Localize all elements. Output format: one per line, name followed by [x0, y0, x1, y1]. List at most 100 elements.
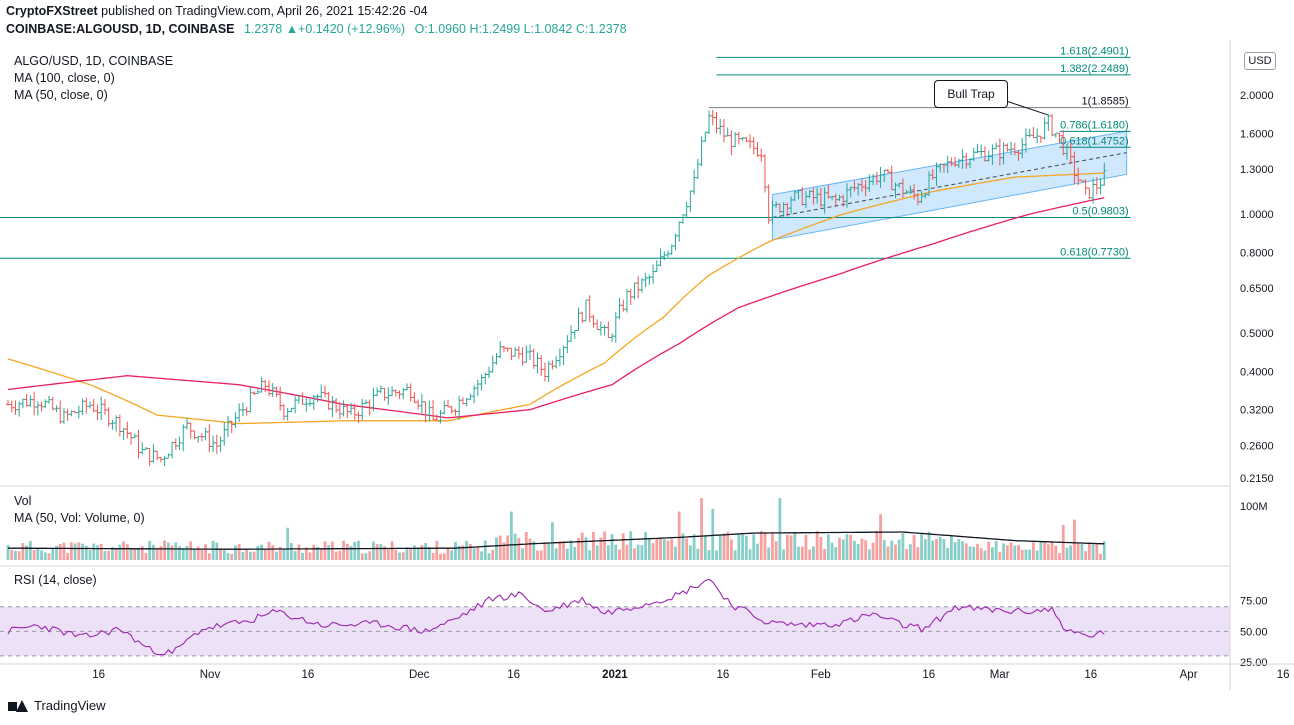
- ma-layer: [7, 172, 1105, 425]
- volume-bar: [275, 551, 278, 560]
- volume-bar: [640, 545, 644, 560]
- ma50-line: [7, 172, 1105, 425]
- volume-bar: [1102, 541, 1106, 560]
- volume-bar: [729, 539, 733, 560]
- volume-bar: [748, 549, 752, 560]
- volume-bar: [293, 551, 297, 560]
- price-tick-label: 0.5000: [1240, 328, 1274, 340]
- volume-bar: [196, 546, 200, 560]
- volume-bar: [767, 547, 771, 560]
- volume-bar: [610, 534, 614, 560]
- volume-bar: [1043, 542, 1047, 560]
- ascending-channel: [771, 130, 1128, 241]
- volume-bar: [263, 548, 267, 560]
- volume-bar: [166, 542, 170, 560]
- volume-bar: [129, 549, 133, 560]
- price-tick-label: 0.6500: [1240, 283, 1274, 295]
- volume-bar: [491, 549, 495, 560]
- fib-level-label: 0.618(0.7730): [1060, 246, 1129, 258]
- volume-bar: [897, 539, 901, 560]
- volume-bar: [636, 544, 640, 560]
- volume-bar: [629, 531, 633, 560]
- volume-bar: [618, 549, 621, 560]
- ma100-line: [7, 197, 1105, 419]
- legend-symbol[interactable]: ALGO/USD, 1D, COINBASE: [14, 54, 174, 68]
- volume-bar: [349, 546, 353, 560]
- volume-bar: [125, 544, 129, 560]
- volume-bar: [152, 544, 155, 560]
- volume-bar: [655, 538, 659, 560]
- volume-bar: [304, 547, 308, 560]
- volume-bar: [677, 511, 681, 560]
- volume-bar: [513, 533, 517, 560]
- legend-ma50[interactable]: MA (50, close, 0): [14, 88, 108, 102]
- volume-bar: [871, 542, 875, 560]
- volume-bar: [301, 552, 304, 560]
- volume-bar: [148, 540, 152, 560]
- volume-tick-label: 100M: [1240, 501, 1268, 513]
- volume-bar: [163, 540, 167, 560]
- volume-bar: [357, 540, 360, 560]
- volume-bar: [935, 538, 938, 560]
- volume-bar: [465, 541, 469, 560]
- price-tick-label: 0.2150: [1240, 473, 1274, 485]
- volume-bar: [539, 550, 543, 560]
- volume-bar: [1099, 553, 1102, 560]
- volume-bar: [390, 541, 394, 560]
- fib-level-label: 0.618(1.4752): [1060, 135, 1129, 147]
- volume-bar: [823, 548, 827, 560]
- volume-bar: [778, 498, 782, 560]
- bull-trap-callout[interactable]: Bull Trap: [934, 80, 1008, 108]
- volume-bar: [558, 541, 562, 560]
- volume-bar: [420, 545, 424, 560]
- volume-bar: [703, 535, 707, 560]
- volume-bar: [487, 553, 491, 560]
- volume-bar: [651, 543, 655, 560]
- volume-bar: [547, 542, 551, 560]
- volume-bar: [711, 508, 715, 560]
- volume-bar: [88, 549, 92, 560]
- legend-volume-ma[interactable]: MA (50, Vol: Volume, 0): [14, 511, 145, 525]
- time-tick-label: Mar: [990, 669, 1010, 681]
- volume-bar: [1009, 542, 1013, 560]
- volume-bar: [722, 533, 726, 560]
- volume-bar: [595, 545, 599, 560]
- volume-bar: [1035, 550, 1039, 560]
- callout-leader: [1005, 100, 1049, 116]
- volume-bar: [1046, 544, 1050, 560]
- volume-bar: [867, 549, 871, 560]
- legend-rsi[interactable]: RSI (14, close): [14, 573, 97, 587]
- volume-bar: [808, 549, 812, 560]
- volume-bar: [979, 548, 983, 560]
- volume-bar: [353, 541, 357, 560]
- volume-bar: [804, 534, 808, 560]
- volume-bar: [47, 553, 51, 560]
- volume-bar: [994, 541, 998, 560]
- symbol-summary: COINBASE:ALGOUSD, 1D, COINBASE 1.2378 ▲+…: [6, 22, 627, 36]
- volume-bar: [771, 533, 774, 560]
- volume-bar: [155, 547, 159, 560]
- volume-bar: [961, 541, 964, 560]
- currency-badge[interactable]: USD: [1244, 52, 1276, 70]
- volume-bar: [416, 547, 420, 560]
- volume-bar: [621, 533, 625, 560]
- volume-bar: [718, 535, 722, 560]
- price-tick-label: 0.8000: [1240, 247, 1274, 259]
- time-tick-label: 16: [301, 669, 314, 681]
- legend-volume[interactable]: Vol: [14, 494, 32, 508]
- volume-bar: [987, 541, 991, 560]
- volume-bar: [334, 551, 338, 560]
- volume-bar: [1069, 545, 1073, 560]
- volume-bar: [457, 545, 461, 560]
- volume-bar: [360, 553, 364, 560]
- volume-bar: [946, 547, 950, 560]
- publish-info: CryptoFXStreet published on TradingView.…: [6, 4, 428, 18]
- volume-bar: [480, 551, 483, 560]
- volume-bar: [983, 550, 987, 560]
- volume-bar: [207, 553, 211, 560]
- volume-bar: [894, 544, 897, 560]
- price-tick-label: 0.2600: [1240, 440, 1274, 452]
- legend-ma100[interactable]: MA (100, close, 0): [14, 71, 115, 85]
- volume-bar: [785, 534, 789, 560]
- volume-bar: [51, 547, 55, 560]
